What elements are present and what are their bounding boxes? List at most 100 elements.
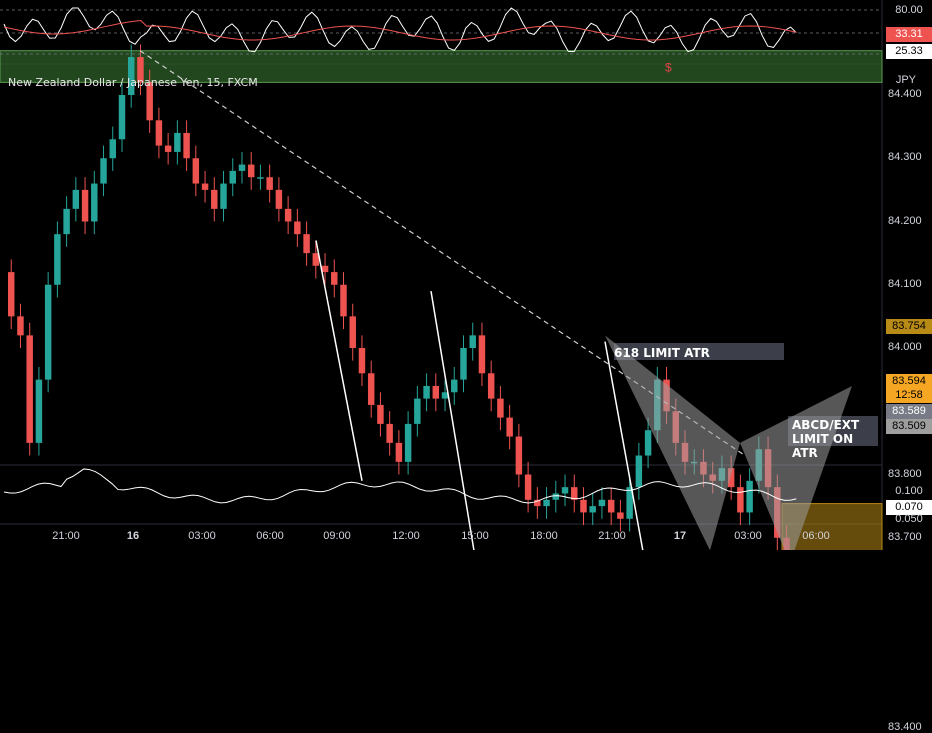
candle-body <box>220 183 227 209</box>
candle-body <box>386 423 393 443</box>
candle-body <box>358 348 366 374</box>
candle-body <box>441 392 449 399</box>
indicator-line <box>3 7 797 53</box>
y-tick-label: 83.700 <box>888 530 922 543</box>
candle-body <box>155 120 163 146</box>
price-tag: 83.594 <box>886 374 932 389</box>
annotation-abcd: ABCD/EXT LIMIT ON ATR <box>792 418 860 460</box>
annotation-bg <box>614 343 784 360</box>
candle-body <box>626 487 633 519</box>
candle-body <box>635 455 643 488</box>
candle-body <box>349 316 356 348</box>
candle-body <box>423 385 430 399</box>
dollar-marker-icon: $ <box>665 61 672 75</box>
price-tag: 83.754 <box>886 319 932 334</box>
candle-body <box>146 82 153 121</box>
x-tick-label: 03:00 <box>188 530 216 542</box>
indicator-signal-line <box>3 20 797 41</box>
candle-body <box>72 189 80 209</box>
candle-body <box>247 164 255 178</box>
chart-title[interactable]: New Zealand Dollar / Japanese Yen, 15, F… <box>8 76 258 89</box>
harmonic-pattern-left <box>605 335 740 550</box>
candle-body <box>294 221 301 235</box>
candle-body <box>54 234 61 285</box>
candle-body <box>26 335 33 443</box>
x-tick-label: 06:00 <box>256 530 284 542</box>
candle-body <box>644 430 652 456</box>
candle-body <box>552 493 560 500</box>
y-tick-label: 83.800 <box>888 467 922 480</box>
x-tick-label: 12:00 <box>392 530 420 542</box>
candle-body <box>737 487 744 513</box>
indicator-layer <box>0 7 882 504</box>
candle-body <box>589 506 596 513</box>
candle-body <box>331 272 338 285</box>
indicator-tag: 25.33 <box>886 44 932 59</box>
candle-body <box>414 398 421 424</box>
candle-body <box>201 183 209 190</box>
candle-body <box>571 487 578 500</box>
candle-body <box>580 499 587 513</box>
x-tick-label: 09:00 <box>323 530 351 542</box>
candle-body <box>266 177 273 190</box>
candle-body <box>312 253 320 266</box>
candle-body <box>469 335 476 348</box>
candle-body <box>395 442 403 462</box>
candle-body <box>127 57 135 95</box>
indicator-tag: 33.31 <box>886 27 932 42</box>
candle-body <box>35 379 43 443</box>
candle-body <box>257 177 264 179</box>
candle-body <box>137 57 144 83</box>
candle-body <box>543 499 550 507</box>
candle-body <box>451 379 458 393</box>
swing-leg-line <box>430 290 475 550</box>
candle-body <box>607 499 615 513</box>
candle-body <box>367 373 375 405</box>
swing-leg-line <box>315 240 363 481</box>
candle-body <box>211 189 218 209</box>
candle-body <box>63 208 70 235</box>
candle-body <box>524 474 532 500</box>
candle-body <box>275 189 283 209</box>
candle-body <box>478 335 486 374</box>
x-tick-label: 18:00 <box>530 530 558 542</box>
candle-body <box>174 132 181 152</box>
candle-body <box>81 189 89 222</box>
x-tick-label: 21:00 <box>52 530 80 542</box>
candle-body <box>432 385 440 399</box>
x-tick-label: 16 <box>126 530 140 542</box>
candle-body <box>727 468 735 488</box>
candle-body <box>109 139 116 159</box>
annotation-618: 618 LIMIT ATR <box>614 346 710 360</box>
candle-body <box>44 284 52 380</box>
candle-body <box>487 373 495 399</box>
candle-body <box>192 158 200 184</box>
candle-body <box>100 158 107 184</box>
candle-body <box>238 164 246 171</box>
lower-indicator-tag: 0.050 <box>895 513 923 525</box>
candle-body <box>321 265 329 273</box>
candle-body <box>404 423 412 462</box>
candle-body <box>91 183 98 222</box>
swing-leg-line <box>604 341 644 550</box>
x-tick-label: 03:00 <box>734 530 762 542</box>
harmonic-pattern-right <box>740 385 852 550</box>
x-tick-label: 17 <box>673 530 687 542</box>
candle-body <box>561 487 569 494</box>
x-tick-label: 15:00 <box>461 530 489 542</box>
indicator-tag: 80.00 <box>895 4 923 16</box>
candle-body <box>598 499 606 507</box>
y-tick-label: 84.400 <box>888 88 922 100</box>
candle-body <box>497 398 504 418</box>
candle-body <box>164 145 172 152</box>
x-tick-label: 06:00 <box>802 530 830 542</box>
candle-body <box>340 284 347 317</box>
candle-body <box>534 499 541 507</box>
lower-indicator-tag: 0.100 <box>895 485 923 497</box>
drawing-layer <box>139 50 852 550</box>
chart-canvas[interactable]: $$ <box>0 0 932 550</box>
candle-body <box>617 512 624 519</box>
x-tick-label: 21:00 <box>598 530 626 542</box>
price-tag: 12:58 <box>886 388 932 403</box>
lower-indicator-line <box>3 468 797 504</box>
